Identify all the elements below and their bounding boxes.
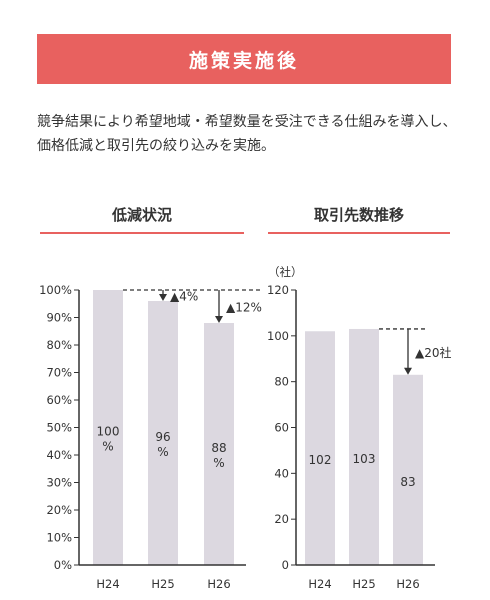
chart1-bar-H25 xyxy=(148,301,178,565)
chart1-reduction-label: ▲4% xyxy=(170,290,198,304)
chart1-value-label: 96% xyxy=(155,430,170,459)
chart2-value-label: 102 xyxy=(309,453,332,467)
chart1-category-label: H24 xyxy=(96,577,119,591)
chart1-y-tick-label: 40% xyxy=(46,448,72,462)
chart2-bar-H25 xyxy=(349,328,379,565)
banner-title: 施策実施後 xyxy=(37,34,451,84)
chart2-value-label: 83 xyxy=(400,475,415,489)
chart2-y-tick-label: 20 xyxy=(274,512,289,526)
chart1-category-label: H26 xyxy=(207,577,230,591)
chart2-title: 取引先数推移 xyxy=(313,206,404,224)
chart2-y-tick-label: 120 xyxy=(267,283,289,297)
chart1-value-label: 88% xyxy=(211,441,226,470)
chart2-category-label: H24 xyxy=(308,577,331,591)
chart2-reduction-label: ▲20社 xyxy=(415,345,452,360)
chart2-y-tick-label: 60 xyxy=(274,421,289,435)
intro-text: 競争結果により希望地域・希望数量を受注できる仕組みを導入し、価格低減と取引先の絞… xyxy=(37,114,457,154)
chart1-y-tick-label: 100% xyxy=(39,283,72,297)
chart2-reduction-arrow-head xyxy=(404,367,412,375)
chart2-category-label: H26 xyxy=(396,577,419,591)
chart1-y-tick-label: 80% xyxy=(46,338,72,352)
chart1-y-tick-label: 30% xyxy=(46,476,72,490)
chart2-unit-label: （社） xyxy=(268,265,303,279)
chart1-y-tick-label: 70% xyxy=(46,366,72,380)
chart1-y-tick-label: 50% xyxy=(46,421,72,435)
chart2-category-label: H25 xyxy=(352,577,375,591)
chart1-y-tick-label: 90% xyxy=(46,311,72,325)
chart1-title: 低減状況 xyxy=(111,206,172,224)
chart2-bar-H24 xyxy=(305,331,335,565)
chart1-value-label: 100% xyxy=(97,425,120,454)
chart2-value-label: 103 xyxy=(353,452,376,466)
chart2-y-tick-label: 100 xyxy=(267,329,289,343)
chart1-y-tick-label: 0% xyxy=(54,558,72,572)
chart2-y-tick-label: 80 xyxy=(274,375,289,389)
chart2-bar-H26 xyxy=(393,374,423,565)
chart1-reduction-arrow-head xyxy=(159,294,167,301)
chart2-title-underline xyxy=(268,232,450,234)
chart1-y-tick-label: 60% xyxy=(46,393,72,407)
chart1-title-underline xyxy=(40,232,244,234)
chart1-reduction-label: ▲12% xyxy=(226,301,262,315)
chart1-category-label: H25 xyxy=(151,577,174,591)
chart1-y-tick-label: 20% xyxy=(46,503,72,517)
chart2-y-tick-label: 40 xyxy=(274,466,289,480)
chart2-y-tick-label: 0 xyxy=(282,558,289,572)
chart1-reduction-arrow-head xyxy=(215,316,223,323)
chart1-bar-H24 xyxy=(93,290,123,565)
chart1-bar-H26 xyxy=(204,323,234,565)
chart1-y-tick-label: 10% xyxy=(46,531,72,545)
